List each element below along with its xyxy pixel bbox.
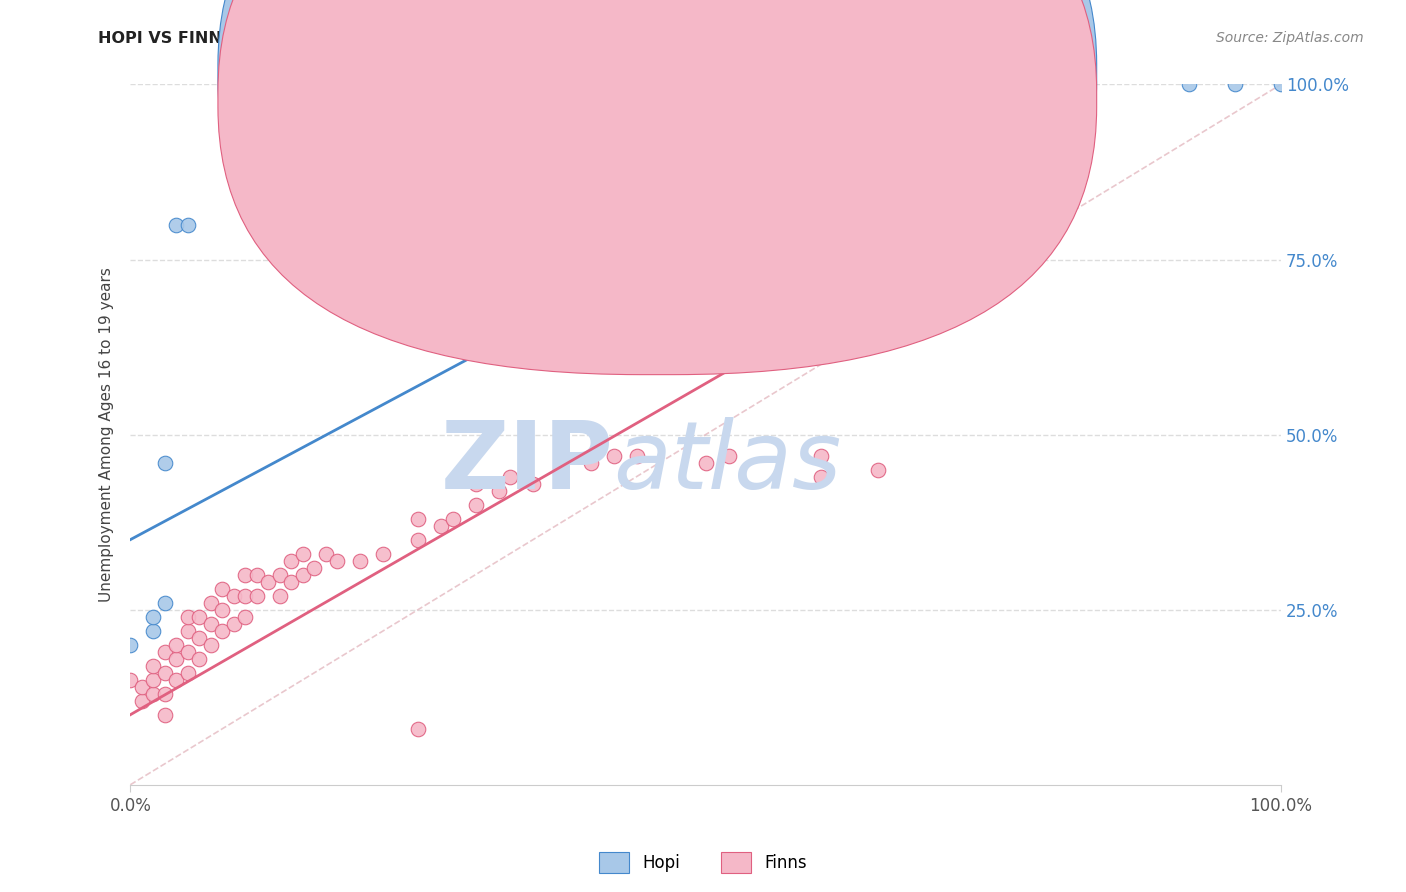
Point — [406, 218, 429, 232]
Point — [131, 694, 153, 708]
Point — [488, 483, 510, 498]
Point — [177, 645, 200, 659]
Point — [269, 567, 291, 582]
Point — [1270, 78, 1292, 92]
Point — [153, 707, 176, 722]
Point — [315, 547, 337, 561]
Point — [153, 596, 176, 610]
Point — [211, 602, 233, 616]
Point — [142, 658, 165, 673]
Text: N =: N = — [773, 62, 821, 80]
Point — [177, 624, 200, 638]
Text: atlas: atlas — [613, 417, 842, 508]
Point — [522, 476, 544, 491]
Point — [222, 589, 245, 603]
Point — [280, 554, 302, 568]
Point — [868, 462, 890, 476]
Point — [326, 554, 349, 568]
Text: R =: R = — [685, 62, 721, 80]
Point — [579, 456, 602, 470]
Point — [153, 665, 176, 680]
Text: ZIP: ZIP — [440, 417, 613, 508]
Point — [142, 687, 165, 701]
Point — [120, 638, 142, 652]
Point — [304, 560, 326, 574]
Point — [177, 609, 200, 624]
Point — [165, 673, 187, 687]
Point — [406, 511, 429, 525]
Point — [810, 469, 832, 483]
Point — [235, 589, 257, 603]
Point — [1223, 78, 1246, 92]
Point — [246, 567, 269, 582]
Point — [200, 638, 222, 652]
Point — [165, 638, 187, 652]
Point — [188, 631, 211, 645]
Y-axis label: Unemployment Among Ages 16 to 19 years: Unemployment Among Ages 16 to 19 years — [100, 268, 114, 602]
Point — [626, 449, 648, 463]
Text: Source: ZipAtlas.com: Source: ZipAtlas.com — [1216, 31, 1364, 45]
Point — [430, 518, 453, 533]
Point — [406, 78, 429, 92]
Legend: Hopi, Finns: Hopi, Finns — [592, 846, 814, 880]
Point — [349, 554, 371, 568]
Point — [211, 624, 233, 638]
Point — [188, 609, 211, 624]
Point — [406, 533, 429, 547]
Text: N =: N = — [773, 89, 821, 107]
Point — [211, 582, 233, 596]
Point — [200, 596, 222, 610]
Point — [695, 456, 717, 470]
Text: HOPI VS FINNISH UNEMPLOYMENT AMONG AGES 16 TO 19 YEARS CORRELATION CHART: HOPI VS FINNISH UNEMPLOYMENT AMONG AGES … — [98, 31, 884, 46]
Point — [291, 567, 314, 582]
Point — [165, 218, 187, 232]
Point — [269, 589, 291, 603]
Point — [257, 574, 280, 589]
Point — [131, 680, 153, 694]
Point — [717, 449, 740, 463]
Text: 0.747: 0.747 — [717, 62, 770, 80]
Point — [499, 469, 522, 483]
Point — [153, 456, 176, 470]
Point — [188, 651, 211, 665]
Point — [373, 547, 395, 561]
Point — [246, 589, 269, 603]
Point — [153, 645, 176, 659]
Point — [810, 449, 832, 463]
Point — [441, 511, 464, 525]
Text: R =: R = — [685, 89, 721, 107]
Point — [235, 567, 257, 582]
Point — [165, 651, 187, 665]
Point — [142, 673, 165, 687]
Point — [120, 673, 142, 687]
Point — [280, 574, 302, 589]
Point — [602, 449, 624, 463]
Point — [200, 616, 222, 631]
Point — [1178, 78, 1201, 92]
Point — [153, 687, 176, 701]
Text: 0.515: 0.515 — [717, 89, 769, 107]
Point — [177, 218, 200, 232]
Text: 12: 12 — [820, 62, 842, 80]
Point — [222, 616, 245, 631]
Text: 64: 64 — [820, 89, 842, 107]
Point — [142, 609, 165, 624]
Point — [235, 609, 257, 624]
Point — [291, 547, 314, 561]
Point — [406, 722, 429, 736]
Point — [142, 624, 165, 638]
Point — [464, 476, 486, 491]
Point — [177, 665, 200, 680]
Point — [464, 498, 486, 512]
